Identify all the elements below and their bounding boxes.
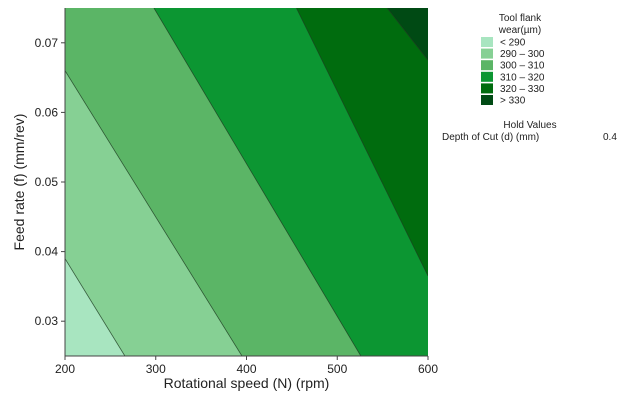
y-tick-label: 0.04 xyxy=(35,245,59,259)
region-300-310 xyxy=(65,8,361,356)
legend-swatch xyxy=(481,71,493,82)
contour-lines xyxy=(65,8,428,356)
hold-values-title: Hold Values xyxy=(503,120,556,131)
hold-values-value: 0.4 xyxy=(603,132,617,143)
legend-title-line1: Tool flank xyxy=(499,13,542,24)
axes: 200 300 400 500 600 0.03 0.04 0.05 0.06 0.07 xyxy=(35,8,438,376)
region-290-300 xyxy=(65,70,242,356)
legend-swatch xyxy=(481,37,493,47)
legend-label: < 290 xyxy=(500,38,526,49)
y-tick-label: 0.07 xyxy=(35,36,59,50)
contour-regions xyxy=(65,8,428,356)
x-tick-label: 300 xyxy=(146,362,166,376)
contour-line-290 xyxy=(65,258,126,356)
contour-line-300 xyxy=(65,70,243,356)
contour-line-320 xyxy=(296,8,428,277)
x-axis-title: Rotational speed (N) (rpm) xyxy=(164,375,330,391)
legend-swatch xyxy=(481,60,493,71)
y-tick-label: 0.03 xyxy=(35,314,59,328)
region-310-320 xyxy=(153,8,428,356)
contour-line-310 xyxy=(153,8,362,356)
x-tick-label: 500 xyxy=(327,362,347,376)
hold-values-label: Depth of Cut (d) (mm) xyxy=(442,132,539,143)
y-axis-title: Feed rate (f) (mm/rev) xyxy=(11,114,27,251)
y-tick-label: 0.05 xyxy=(35,175,59,189)
legend-swatch xyxy=(481,48,493,59)
legend-label: 310 – 320 xyxy=(500,72,545,83)
legend-label: > 330 xyxy=(500,96,526,107)
legend-swatch xyxy=(481,83,493,94)
legend-label: 290 – 300 xyxy=(500,49,545,60)
legend-title-line2: wear(µm) xyxy=(498,25,541,36)
x-tick-label: 200 xyxy=(55,362,75,376)
x-tick-label: 400 xyxy=(236,362,256,376)
contour-line-330 xyxy=(386,8,428,61)
hold-values: Hold Values Depth of Cut (d) (mm) 0.4 xyxy=(442,120,617,143)
legend-label: 300 – 310 xyxy=(500,61,545,72)
legend-label: 320 – 330 xyxy=(500,84,545,95)
x-tick-label: 600 xyxy=(418,362,438,376)
legend-swatch xyxy=(481,95,493,105)
y-tick-label: 0.06 xyxy=(35,105,59,119)
